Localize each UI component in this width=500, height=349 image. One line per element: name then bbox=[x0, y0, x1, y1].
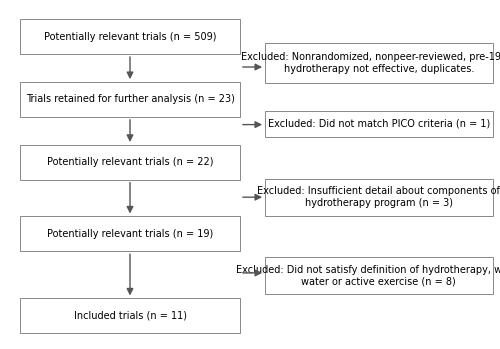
FancyBboxPatch shape bbox=[20, 145, 240, 180]
Text: Potentially relevant trials (n = 22): Potentially relevant trials (n = 22) bbox=[47, 157, 213, 167]
Text: Excluded: Did not satisfy definition of hydrotherapy, warm
water or active exerc: Excluded: Did not satisfy definition of … bbox=[236, 265, 500, 287]
Text: Excluded: Insufficient detail about components of
hydrotherapy program (n = 3): Excluded: Insufficient detail about comp… bbox=[258, 186, 500, 208]
Text: Excluded: Nonrandomized, nonpeer-reviewed, pre-1998,
hydrotherapy not effective,: Excluded: Nonrandomized, nonpeer-reviewe… bbox=[241, 52, 500, 74]
FancyBboxPatch shape bbox=[265, 43, 492, 83]
FancyBboxPatch shape bbox=[265, 258, 492, 294]
FancyBboxPatch shape bbox=[20, 82, 240, 117]
Text: Potentially relevant trials (n = 19): Potentially relevant trials (n = 19) bbox=[47, 229, 213, 239]
FancyBboxPatch shape bbox=[265, 179, 492, 215]
FancyBboxPatch shape bbox=[20, 298, 240, 333]
Text: Potentially relevant trials (n = 509): Potentially relevant trials (n = 509) bbox=[44, 32, 216, 42]
FancyBboxPatch shape bbox=[20, 19, 240, 54]
FancyBboxPatch shape bbox=[265, 111, 492, 137]
FancyBboxPatch shape bbox=[20, 216, 240, 251]
Text: Excluded: Did not match PICO criteria (n = 1): Excluded: Did not match PICO criteria (n… bbox=[268, 119, 490, 129]
Text: Included trials (n = 11): Included trials (n = 11) bbox=[74, 311, 186, 321]
Text: Trials retained for further analysis (n = 23): Trials retained for further analysis (n … bbox=[26, 95, 234, 104]
